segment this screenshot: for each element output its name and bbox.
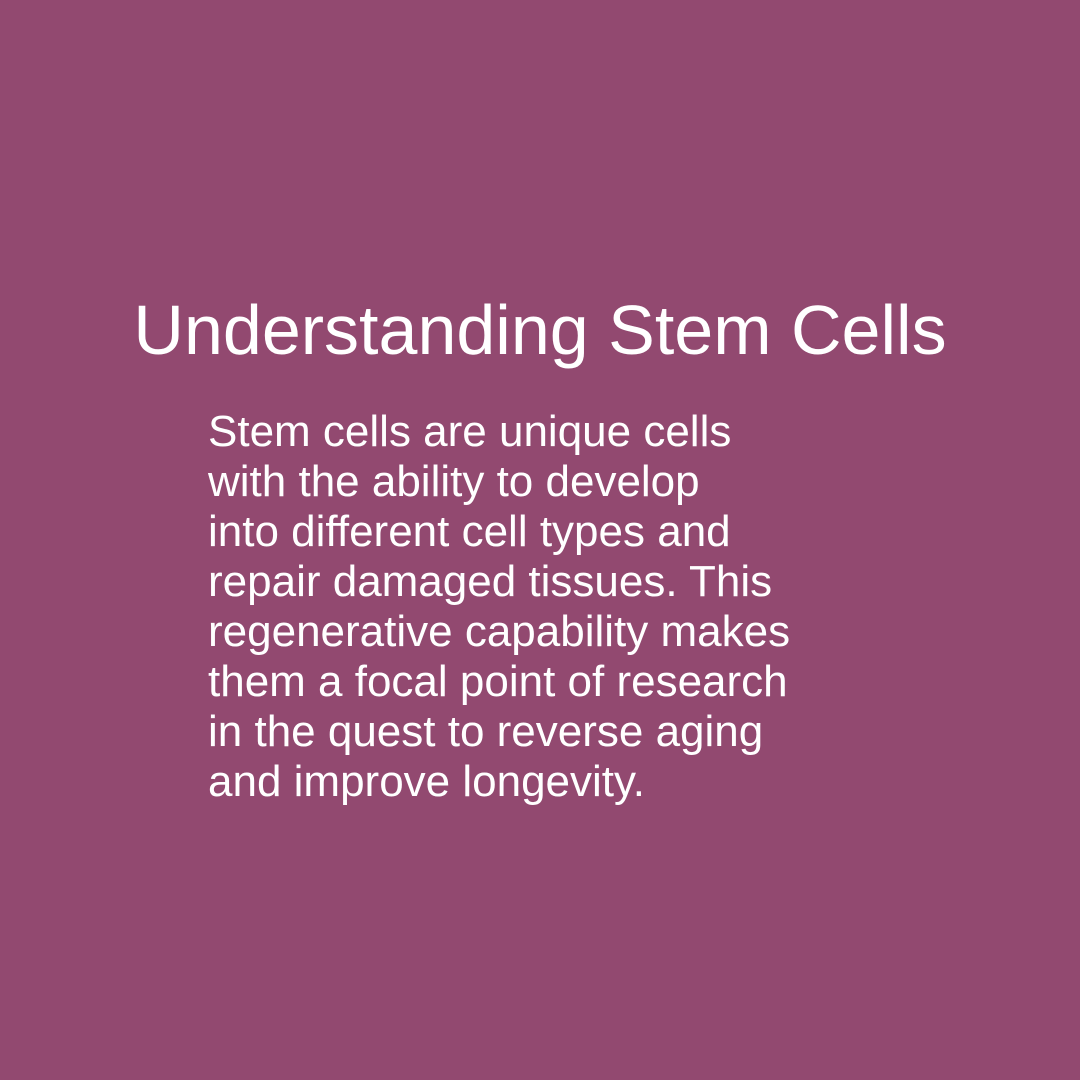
body-line: them a focal point of research [208,657,788,706]
body-line: regenerative capability makes [208,607,791,656]
body-line: with the ability to develop [208,457,700,506]
body-line: in the quest to reverse aging [208,707,764,756]
body-line: into different cell types and [208,507,731,556]
body-line: repair damaged tissues. This [208,557,773,606]
body-line: and improve longevity. [208,757,645,806]
slide-body-text: Stem cells are unique cells with the abi… [208,407,928,807]
body-line: Stem cells are unique cells [208,407,732,456]
slide-title: Understanding Stem Cells [133,291,947,369]
